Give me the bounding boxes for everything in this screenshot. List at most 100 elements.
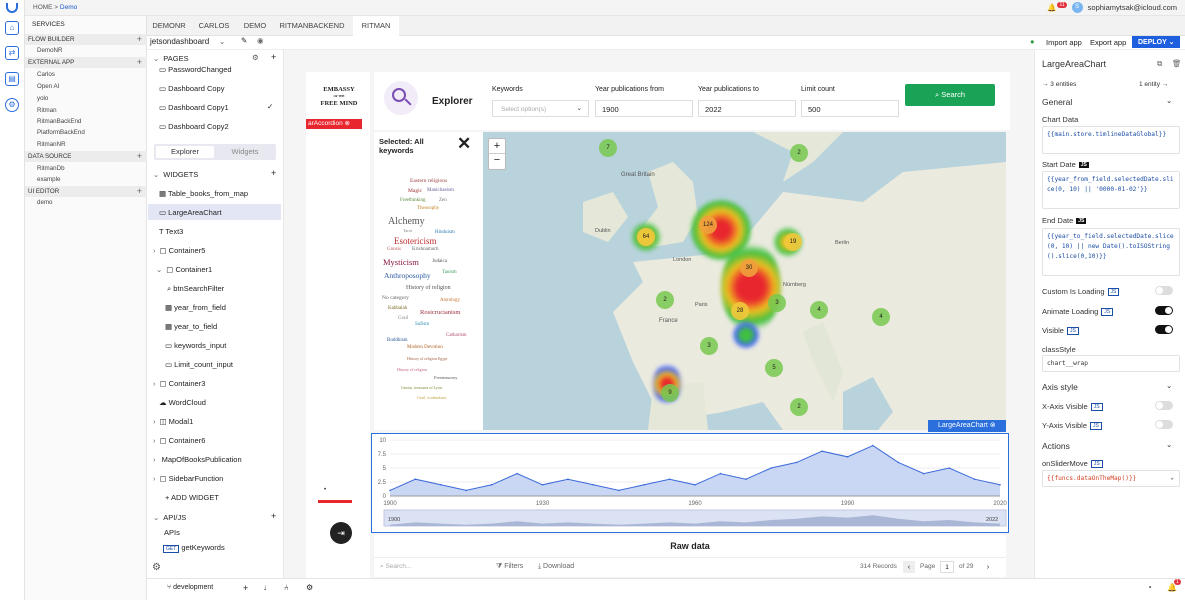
settings-icon[interactable]: ⚙	[152, 562, 161, 573]
pull-icon[interactable]: ↓	[263, 583, 267, 592]
word-cloud-term[interactable]: Grail	[398, 316, 409, 321]
chevron-down-icon[interactable]: ⌄	[1166, 381, 1173, 390]
animate-loading-toggle[interactable]	[1155, 306, 1173, 315]
word-cloud-term[interactable]: Taoism	[442, 270, 457, 275]
branch-selector[interactable]: ⑂ development	[167, 584, 214, 591]
word-cloud-term[interactable]: Grail, troubadours	[417, 395, 447, 400]
entities-link[interactable]: → 3 entities	[1042, 81, 1077, 88]
chart-data-field[interactable]: {{main.store.timlineDataGlobal}}	[1042, 126, 1180, 154]
add-icon[interactable]: +	[136, 151, 142, 161]
zoom-out-button[interactable]: −	[493, 154, 501, 166]
widgets-section[interactable]: ⌄ WIDGETS	[153, 170, 199, 179]
page-input[interactable]: 1	[940, 561, 954, 573]
widget-item[interactable]: T Text3	[159, 227, 184, 236]
word-cloud-term[interactable]: Catharism	[446, 333, 467, 338]
zoom-in-button[interactable]: +	[489, 139, 505, 154]
settings-icon[interactable]: ⚙	[252, 53, 259, 62]
external-item[interactable]: Open AI	[37, 83, 60, 90]
widget-item[interactable]: › ▢ Container6	[153, 436, 206, 445]
word-cloud-term[interactable]: Kabbalah	[388, 306, 408, 311]
widget-item[interactable]: › ▢ Container5	[153, 246, 206, 255]
word-cloud-term[interactable]: Mysticism	[383, 257, 419, 267]
entity-link[interactable]: 1 entity →	[1139, 81, 1169, 88]
add-icon[interactable]: +	[136, 34, 142, 44]
deploy-button[interactable]: DEPLOY ⌄	[1132, 36, 1181, 48]
tab-ritmanbackend[interactable]: RITMANBACKEND	[279, 21, 345, 30]
word-cloud-term[interactable]: Magic	[408, 188, 423, 194]
x-axis-toggle[interactable]	[1155, 401, 1173, 410]
widget-item[interactable]: › MapOfBooksPublication	[153, 455, 242, 464]
export-app-button[interactable]: Export app	[1090, 38, 1127, 47]
search-button[interactable]: ⌕ Search	[905, 84, 995, 106]
next-page-button[interactable]: ›	[986, 562, 990, 571]
large-area-chart[interactable]: 0 2.5 5 7.5 10 1900 1930 1960 1990 2020 1900 2022	[371, 433, 1009, 533]
section-ui-editor[interactable]: UI EDITOR +	[25, 186, 147, 197]
add-widget-icon[interactable]: +	[271, 168, 277, 178]
map-cluster[interactable]: 7	[599, 139, 617, 157]
merge-icon[interactable]: ⑃	[284, 583, 289, 592]
page-item[interactable]: ▭ Dashboard Copy2	[159, 122, 229, 131]
word-cloud-term[interactable]: Sufism	[415, 322, 430, 327]
breadcrumb-home[interactable]: HOME >	[33, 4, 59, 11]
apijs-section[interactable]: ⌄ API/JS	[153, 513, 187, 522]
on-slider-field[interactable]: {{funcs.dataOnTheMap()}} ⌄	[1042, 470, 1180, 487]
selected-widget-tag[interactable]: LargeAreaChart ⊗	[928, 420, 1006, 432]
external-item[interactable]: yolo	[37, 95, 49, 102]
filters-button[interactable]: ⧩ Filters	[496, 563, 524, 570]
year-from-input[interactable]: 1900	[595, 100, 693, 117]
edit-icon[interactable]: ✎	[241, 36, 248, 45]
bell-icon[interactable]: 🔔	[1047, 3, 1057, 12]
add-page-icon[interactable]: +	[271, 52, 277, 62]
tab-carlos[interactable]: CARLOS	[198, 21, 230, 30]
map-cluster[interactable]: 30	[740, 259, 758, 277]
word-cloud-term[interactable]: Gnosis, treasures of Lyon	[401, 385, 442, 390]
word-cloud-term[interactable]: Esotericism	[394, 236, 437, 246]
start-date-field[interactable]: {{year_from_field.selectedDate.slice(0, …	[1042, 171, 1180, 209]
widget-item[interactable]: ⌕ btnSearchFilter	[167, 284, 225, 293]
y-axis-toggle[interactable]	[1155, 420, 1173, 429]
notifications-icon[interactable]: 🔔	[1167, 583, 1177, 592]
section-external-app[interactable]: EXTERNAL APP +	[25, 57, 147, 68]
map-cluster[interactable]: 2	[790, 398, 808, 416]
explorer-tab[interactable]: Explorer	[156, 146, 214, 158]
tab-demonr[interactable]: DEMONR	[152, 21, 186, 30]
tab-ritman[interactable]: RITMAN	[353, 16, 399, 36]
widget-item[interactable]: ▦ year_from_field	[165, 303, 226, 312]
page-item[interactable]: ▭ PasswordChanged	[159, 65, 232, 74]
word-cloud-term[interactable]: Modern Devotion	[407, 345, 443, 350]
home-icon[interactable]: ⌂	[5, 21, 19, 35]
map-cluster[interactable]: 124	[699, 216, 717, 234]
trash-icon[interactable]: 🗑	[1172, 59, 1182, 68]
widget-item[interactable]: ▦ Table_books_from_map	[159, 189, 249, 198]
word-cloud-term[interactable]: Tarot	[403, 228, 413, 233]
help-icon[interactable]: ◔	[1147, 583, 1152, 592]
import-app-button[interactable]: Import app	[1046, 38, 1082, 47]
widget-item[interactable]: › ▢ Container3	[153, 379, 206, 388]
external-item[interactable]: RitmanBackEnd	[37, 118, 82, 125]
keywords-select[interactable]: Select option(s) ⌄	[492, 100, 589, 117]
add-branch-icon[interactable]: +	[243, 583, 249, 593]
widgets-tab[interactable]: Widgets	[231, 147, 259, 156]
year-to-input[interactable]: 2022	[698, 100, 796, 117]
map-cluster[interactable]: 19	[784, 233, 802, 251]
section-flow-builder[interactable]: FLOW BUILDER +	[25, 34, 147, 45]
flow-icon[interactable]: ⇄	[5, 46, 19, 60]
widget-item[interactable]: ▭ keywords_input	[165, 341, 227, 350]
widget-item[interactable]: › ◫ Modal1	[153, 417, 194, 426]
map-cluster[interactable]: 9	[661, 384, 679, 402]
page-item[interactable]: ▭ Dashboard Copy	[159, 84, 225, 93]
map-cluster[interactable]: 5	[765, 359, 783, 377]
add-icon[interactable]: +	[136, 57, 142, 67]
map-cluster[interactable]: 28	[731, 302, 749, 320]
word-cloud-term[interactable]: Gnosis	[387, 247, 401, 252]
word-cloud-term[interactable]: Astrology	[440, 298, 460, 303]
custom-loading-toggle[interactable]	[1155, 286, 1173, 295]
page-item[interactable]: ▭ Dashboard Copy1	[159, 103, 229, 112]
visible-toggle[interactable]	[1155, 325, 1173, 334]
logout-icon[interactable]: ⇥	[330, 522, 352, 544]
word-cloud-term[interactable]: Rosicrucianism	[420, 309, 461, 316]
word-cloud-term[interactable]: Alchemy	[388, 216, 425, 227]
word-cloud-term[interactable]: No category	[382, 295, 410, 301]
external-item[interactable]: Ritman	[37, 107, 57, 114]
map[interactable]: 7 2 124 64 19 30 2 3 28 4 4 3 5 9 2 Dubl…	[483, 132, 1006, 430]
